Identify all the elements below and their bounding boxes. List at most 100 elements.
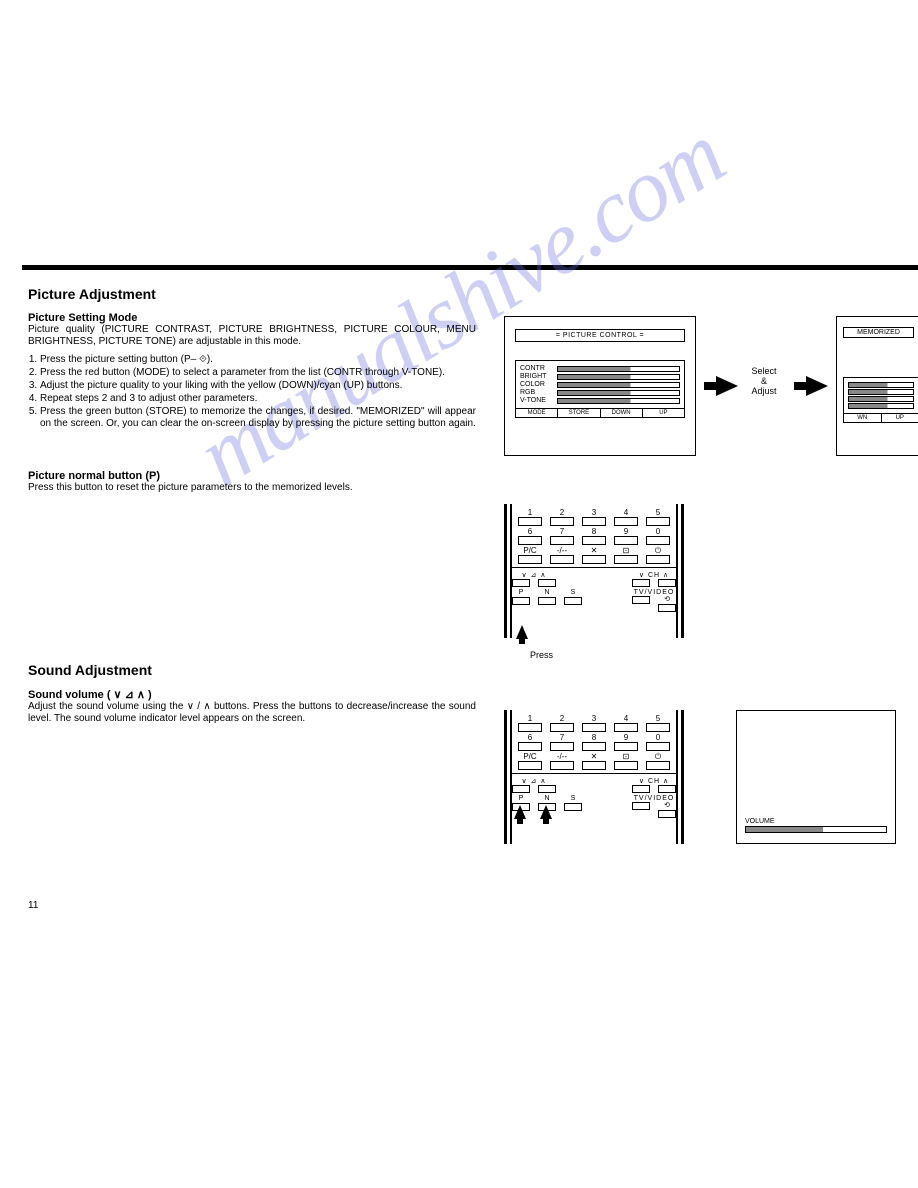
key-button: [658, 785, 676, 793]
volume-label: VOLUME: [745, 818, 775, 825]
ch-head: ∨ CH ∧: [631, 777, 677, 785]
left-column: Picture Adjustment Picture Setting Mode …: [28, 286, 476, 731]
key-label: 0: [645, 528, 671, 536]
key-label: 3: [581, 509, 607, 517]
key-button: [550, 761, 574, 770]
osd-foot-up: UP: [643, 409, 684, 417]
osd-foot-wn: WN: [844, 414, 882, 422]
osd-row-bar: [848, 389, 914, 395]
key-button: [582, 742, 606, 751]
osd-row-label: COLOR: [520, 381, 554, 388]
key-button: [582, 536, 606, 545]
key-label: N: [537, 795, 557, 803]
osd-row-label: V-TONE: [520, 397, 554, 404]
memorized-label: MEMORIZED: [843, 327, 914, 338]
osd-foot-up: UP: [882, 414, 918, 422]
key-label: S: [563, 589, 583, 597]
key-label: 7: [549, 528, 575, 536]
sound-volume-text: Adjust the sound volume using the ∨ / ∧ …: [28, 701, 476, 725]
tvvideo-label: TV/VIDEO: [631, 795, 677, 802]
press-arrow-icon: [540, 805, 552, 819]
key-button: [518, 517, 542, 526]
osd-foot-store: STORE: [558, 409, 600, 417]
key-button: [646, 761, 670, 770]
osd-row-label: CONTR: [520, 365, 554, 372]
key-button: [550, 723, 574, 732]
key-button: [646, 555, 670, 564]
key-button: [658, 579, 676, 587]
key-label: 0: [645, 734, 671, 742]
volume-bar: [745, 826, 887, 833]
key-button: [538, 579, 556, 587]
key-button: [564, 803, 582, 811]
osd-row-bar: [557, 382, 680, 388]
key-button: [564, 597, 582, 605]
key-button: [582, 517, 606, 526]
key-button: [614, 742, 638, 751]
picture-adjustment-heading: Picture Adjustment: [28, 286, 476, 302]
key-button: [632, 579, 650, 587]
key-label: 9: [613, 734, 639, 742]
osd-foot-down: DOWN: [601, 409, 643, 417]
key-label: -/--: [549, 753, 575, 761]
vol-head: ∨ ⊿ ∧: [511, 777, 557, 785]
key-label: 4: [613, 715, 639, 723]
key-label: ⟲: [657, 596, 677, 604]
key-button: [512, 579, 530, 587]
key-button: [646, 723, 670, 732]
key-label: ⏻: [645, 753, 671, 761]
osd-row-bar: [557, 398, 680, 404]
key-button: [658, 810, 676, 818]
key-label: 4: [613, 509, 639, 517]
key-button: [582, 555, 606, 564]
key-label: 2: [549, 715, 575, 723]
osd-row-label: BRIGHT: [520, 373, 554, 380]
key-label: ⟲: [657, 802, 677, 810]
key-button: [658, 604, 676, 612]
key-button: [518, 723, 542, 732]
picture-setting-steps: Press the picture setting button (P– ⟐).…: [40, 354, 476, 430]
osd-row-bar: [848, 403, 914, 409]
picture-setting-mode-intro: Picture quality (PICTURE CONTRAST, PICTU…: [28, 324, 476, 348]
key-label: ✕: [581, 753, 607, 761]
sound-volume-title: Sound volume ( ∨ ⊿ ∧ ): [28, 688, 476, 701]
key-button: [518, 761, 542, 770]
step-item: Press the green button (STORE) to memori…: [40, 406, 476, 430]
key-label: -/--: [549, 547, 575, 555]
key-label: 9: [613, 528, 639, 536]
key-label: 3: [581, 715, 607, 723]
key-button: [646, 742, 670, 751]
osd-row-bar: [848, 382, 914, 388]
key-button: [550, 517, 574, 526]
key-label: P: [511, 795, 531, 803]
remote-keypad: 1 2 3 4 5 6 7 8 9 0 P/C -/-- ✕ ⊡ ⏻ ∨ ⊿ ∧…: [504, 710, 684, 844]
key-button: [614, 517, 638, 526]
key-button: [614, 555, 638, 564]
osd-row-bar: [557, 390, 680, 396]
step-item: Press the red button (MODE) to select a …: [40, 367, 476, 379]
key-label: ⊡: [613, 753, 639, 761]
step-item: Press the picture setting button (P– ⟐).: [40, 354, 476, 366]
key-button: [582, 723, 606, 732]
key-button: [538, 785, 556, 793]
key-button: [646, 536, 670, 545]
key-label: 8: [581, 528, 607, 536]
key-button: [538, 597, 556, 605]
press-label: Press: [530, 650, 553, 660]
key-label: 7: [549, 734, 575, 742]
key-label: 1: [517, 509, 543, 517]
osd-row-bar: [557, 374, 680, 380]
key-button: [518, 536, 542, 545]
key-button: [512, 785, 530, 793]
osd-foot-mode: MODE: [516, 409, 558, 417]
osd-row-bar: [557, 366, 680, 372]
volume-osd-panel: VOLUME: [736, 710, 896, 844]
key-button: [614, 761, 638, 770]
key-label: 8: [581, 734, 607, 742]
key-button: [550, 536, 574, 545]
press-arrow-icon: [514, 805, 526, 819]
osd-footer: MODE STORE DOWN UP: [516, 408, 684, 417]
tvvideo-label: TV/VIDEO: [631, 589, 677, 596]
page-number: 11: [28, 900, 38, 911]
key-label: P/C: [517, 547, 543, 555]
